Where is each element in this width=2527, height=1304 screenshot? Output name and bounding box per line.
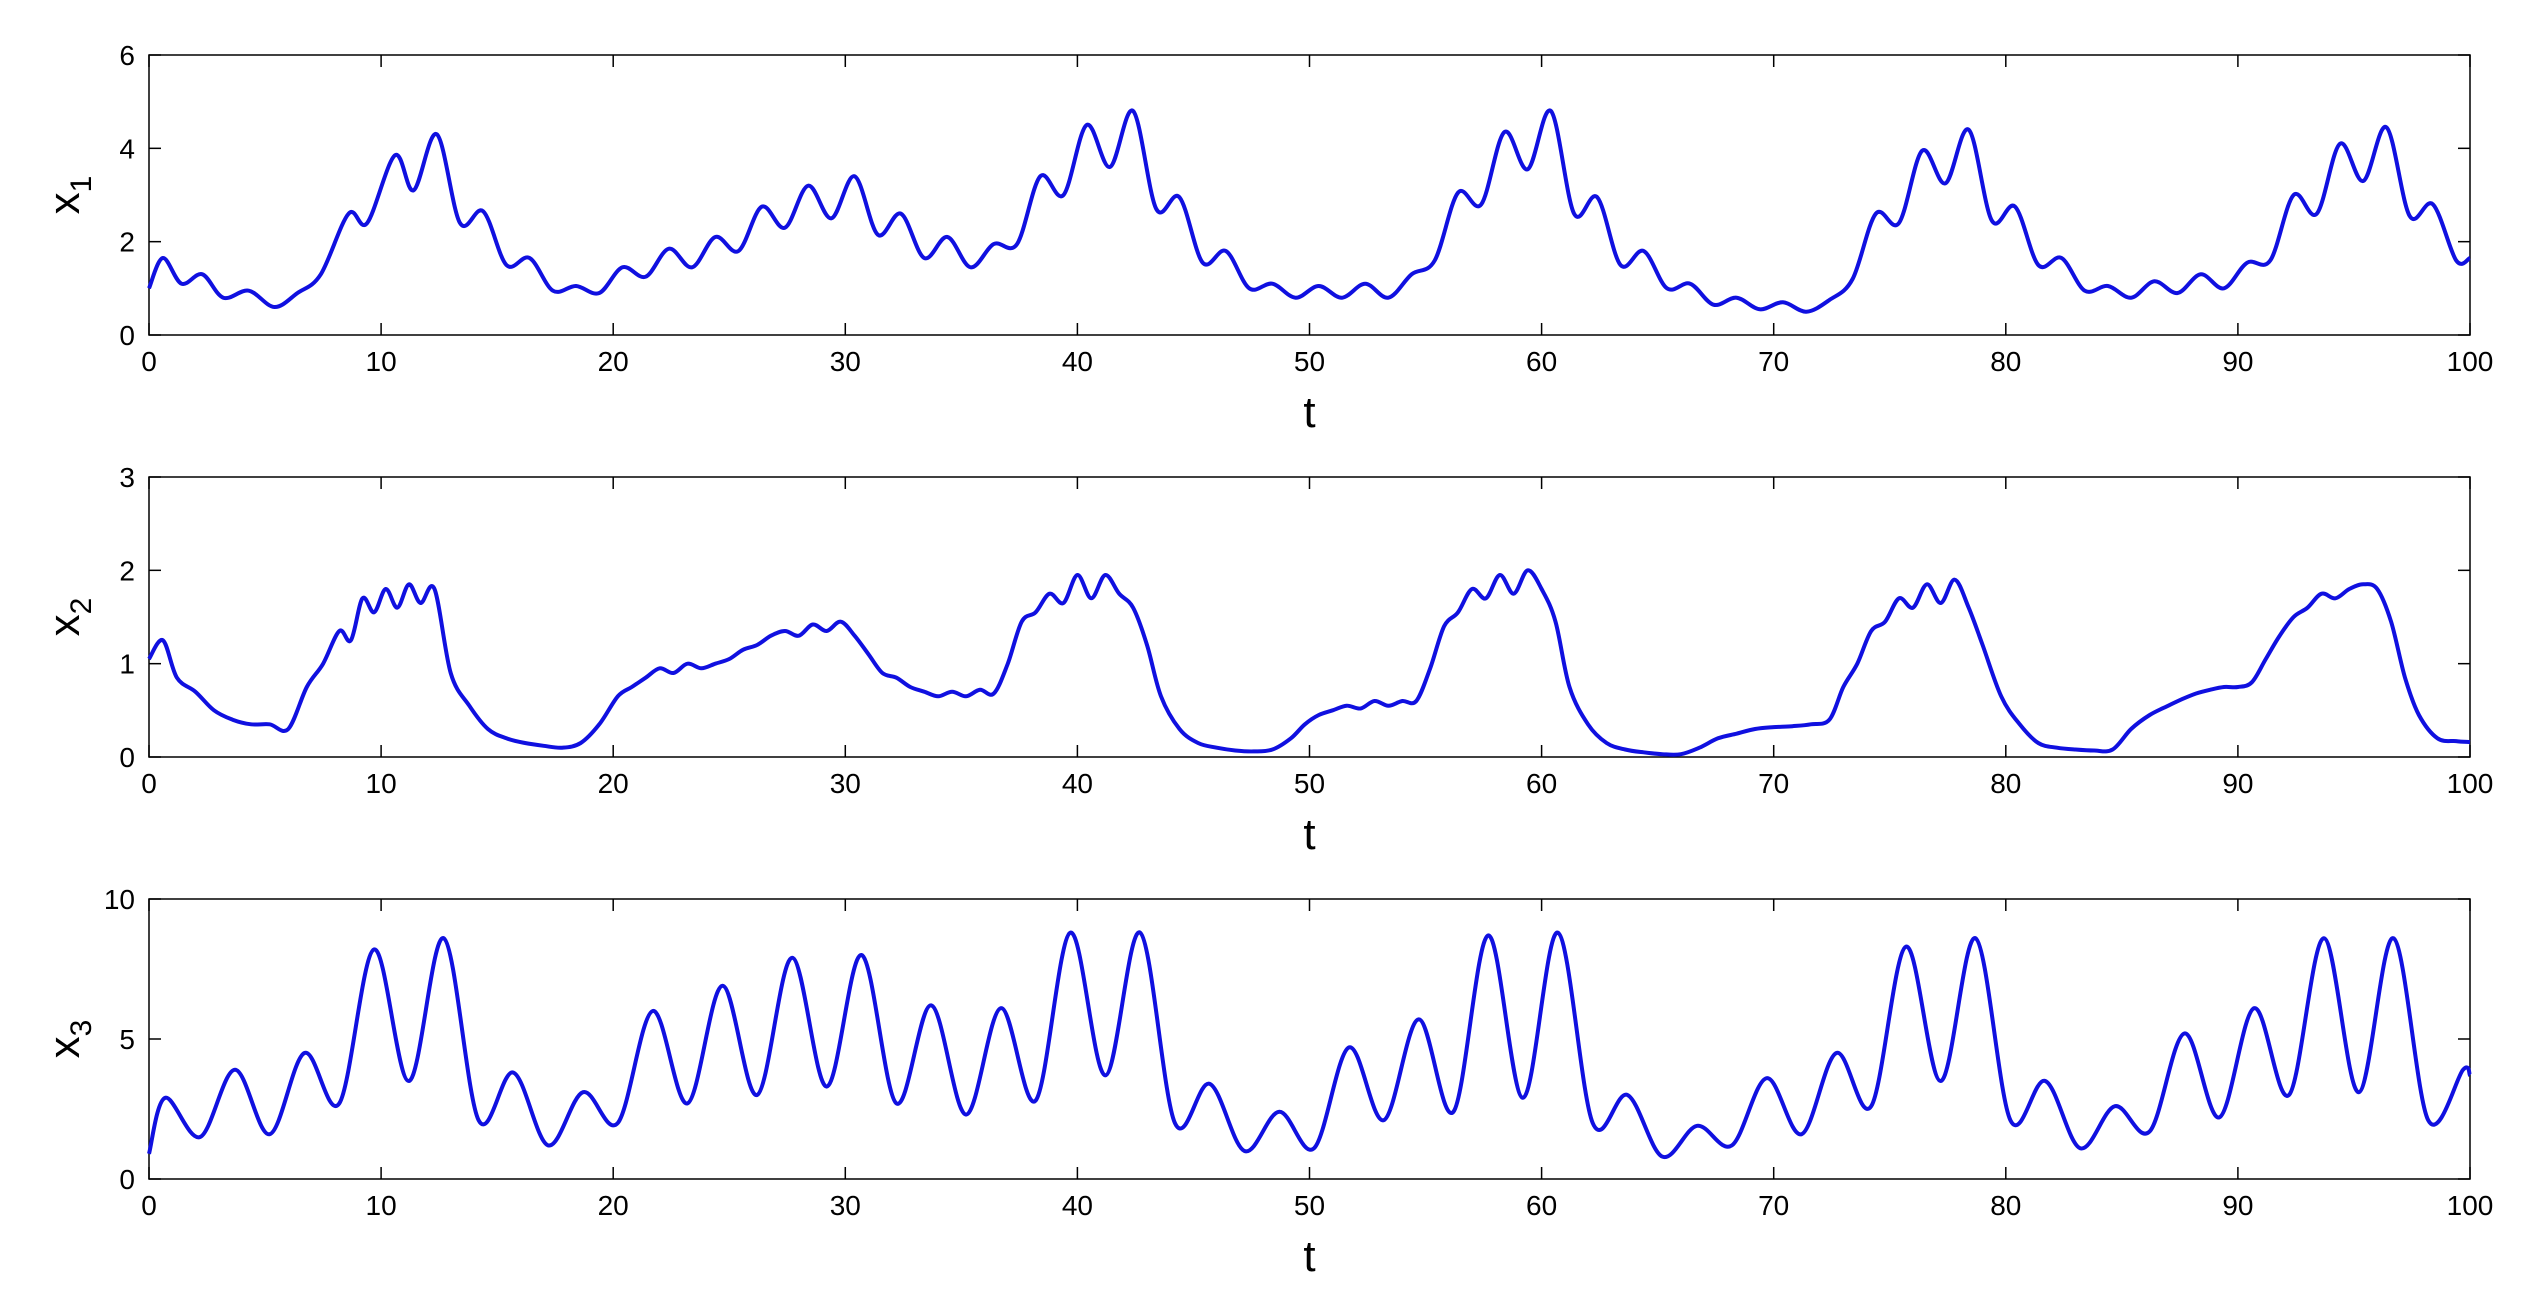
x-tick-label: 80 bbox=[1990, 768, 2021, 799]
y-tick-label: 2 bbox=[119, 227, 135, 258]
y-axis-label-base: x bbox=[40, 1036, 89, 1058]
x-tick-label: 40 bbox=[1062, 1190, 1093, 1221]
x-tick-label: 60 bbox=[1526, 346, 1557, 377]
y-tick-label: 2 bbox=[119, 555, 135, 586]
y-axis-label-subscript: 2 bbox=[65, 598, 98, 615]
y-tick-label: 0 bbox=[119, 742, 135, 773]
x-tick-label: 20 bbox=[598, 768, 629, 799]
panel-1: 0 10 20 30 40 50 60 70 80 90 100 0 2 4 6 t x1 bbox=[40, 40, 2493, 437]
panel-3: 0 10 20 30 40 50 60 70 80 90 100 0 5 10 t x3 bbox=[40, 884, 2493, 1281]
y-axis-label-base: x bbox=[40, 614, 89, 636]
x-tick-label: 0 bbox=[141, 346, 157, 377]
x-tick-label: 70 bbox=[1758, 768, 1789, 799]
x-tick-label: 80 bbox=[1990, 1190, 2021, 1221]
x-axis-label: t bbox=[1303, 1232, 1315, 1281]
x-tick-label: 90 bbox=[2222, 768, 2253, 799]
x-tick-label: 0 bbox=[141, 768, 157, 799]
x-tick-label: 10 bbox=[366, 1190, 397, 1221]
x-tick-label: 70 bbox=[1758, 1190, 1789, 1221]
x-tick-label: 10 bbox=[366, 346, 397, 377]
x-tick-label: 10 bbox=[366, 768, 397, 799]
series-line bbox=[147, 930, 2472, 1159]
y-axis-label: x3 bbox=[40, 1020, 98, 1059]
y-tick-label: 4 bbox=[119, 133, 135, 164]
y-axis-label-subscript: 3 bbox=[65, 1020, 98, 1037]
x-tick-label: 30 bbox=[830, 768, 861, 799]
y-axis-label: x2 bbox=[40, 598, 98, 637]
x-axis-label: t bbox=[1303, 388, 1315, 437]
x-tick-label: 40 bbox=[1062, 346, 1093, 377]
y-axis-label: x1 bbox=[40, 176, 98, 215]
x-tick-label: 30 bbox=[830, 346, 861, 377]
y-tick-label: 0 bbox=[119, 320, 135, 351]
x-tick-label: 70 bbox=[1758, 346, 1789, 377]
x-tick-label: 30 bbox=[830, 1190, 861, 1221]
x-tick-label: 100 bbox=[2447, 768, 2494, 799]
y-tick-label: 10 bbox=[104, 884, 135, 915]
x-tick-label: 60 bbox=[1526, 768, 1557, 799]
x-tick-label: 50 bbox=[1294, 346, 1325, 377]
x-tick-label: 80 bbox=[1990, 346, 2021, 377]
x-tick-label: 100 bbox=[2447, 1190, 2494, 1221]
x-tick-label: 20 bbox=[598, 346, 629, 377]
x-tick-label: 90 bbox=[2222, 1190, 2253, 1221]
x-tick-label: 20 bbox=[598, 1190, 629, 1221]
y-axis-label-base: x bbox=[40, 192, 89, 214]
x-tick-label: 60 bbox=[1526, 1190, 1557, 1221]
y-tick-label: 6 bbox=[119, 40, 135, 71]
axes-box bbox=[148, 476, 2471, 758]
x-tick-label: 0 bbox=[141, 1190, 157, 1221]
y-tick-label: 0 bbox=[119, 1164, 135, 1195]
x-tick-label: 40 bbox=[1062, 768, 1093, 799]
y-tick-label: 1 bbox=[119, 649, 135, 680]
x-axis-label: t bbox=[1303, 810, 1315, 859]
x-tick-label: 100 bbox=[2447, 346, 2494, 377]
y-axis-label-subscript: 1 bbox=[65, 176, 98, 193]
series-line bbox=[147, 568, 2471, 757]
y-tick-label: 5 bbox=[119, 1024, 135, 1055]
axes-box bbox=[148, 898, 2471, 1180]
x-tick-label: 50 bbox=[1294, 768, 1325, 799]
x-tick-label: 90 bbox=[2222, 346, 2253, 377]
x-tick-label: 50 bbox=[1294, 1190, 1325, 1221]
y-tick-label: 3 bbox=[119, 462, 135, 493]
series-line bbox=[147, 108, 2472, 314]
